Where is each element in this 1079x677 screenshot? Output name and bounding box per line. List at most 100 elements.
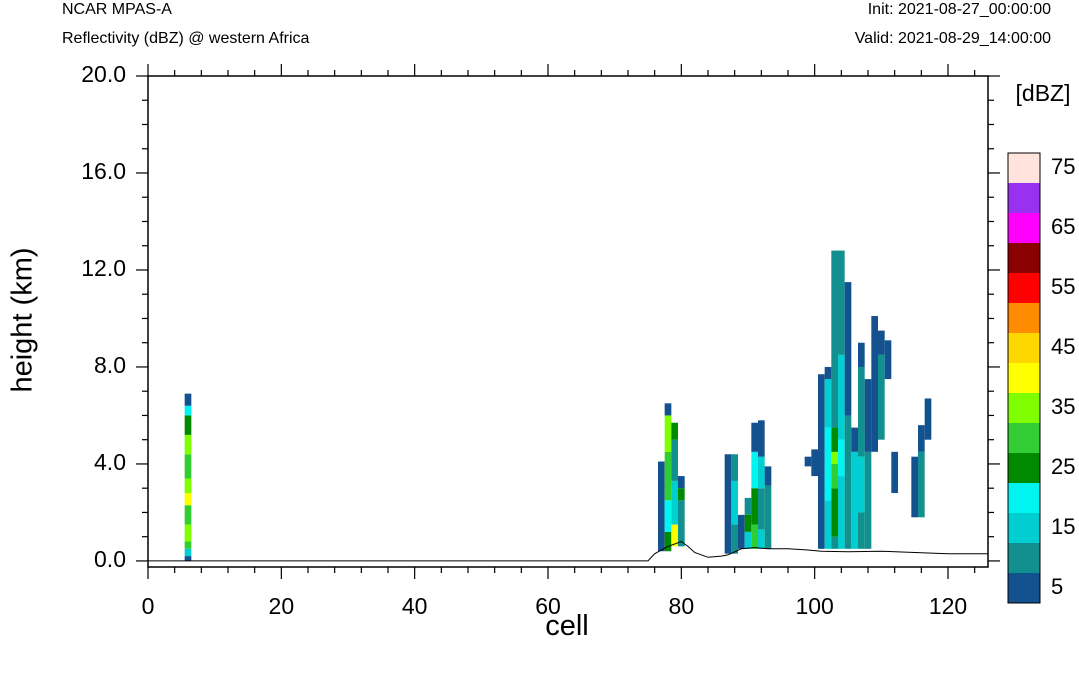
colorbar-swatch — [1008, 273, 1040, 303]
reflectivity-cell — [838, 250, 845, 355]
reflectivity-cell — [751, 488, 758, 525]
reflectivity-cell — [678, 488, 685, 501]
colorbar-swatch — [1008, 153, 1040, 183]
reflectivity-cell — [731, 480, 738, 525]
reflectivity-cell — [184, 541, 192, 549]
y-tick-label: 8.0 — [94, 352, 126, 378]
reflectivity-cell — [824, 500, 832, 549]
reflectivity-cell — [678, 500, 685, 547]
reflectivity-cell — [664, 415, 672, 452]
reflectivity-cell — [891, 451, 898, 494]
colorbar-swatch — [1008, 543, 1040, 573]
reflectivity-cell — [818, 374, 825, 549]
colorbar-swatch — [1008, 573, 1040, 603]
reflectivity-cell — [824, 366, 832, 380]
plot-frame — [147, 75, 989, 568]
reflectivity-cell — [878, 354, 885, 440]
x-tick-label: 20 — [269, 593, 295, 619]
reflectivity-cell — [184, 434, 192, 455]
reflectivity-cell — [724, 454, 732, 554]
y-tick-label: 4.0 — [94, 449, 126, 475]
reflectivity-cell — [758, 456, 765, 489]
reflectivity-cell — [824, 427, 832, 501]
reflectivity-cell — [751, 451, 758, 489]
colorbar-label: 65 — [1051, 214, 1075, 239]
reflectivity-cell — [884, 340, 892, 380]
valid-time: Valid: 2021-08-29_14:00:00 — [854, 30, 1051, 47]
colorbar-swatch — [1008, 333, 1040, 363]
reflectivity-cell — [858, 342, 865, 367]
x-tick-label: 100 — [795, 593, 833, 619]
reflectivity-cell — [738, 514, 745, 549]
reflectivity-cell — [184, 556, 192, 561]
field-description: Reflectivity (dBZ) @ western Africa — [62, 30, 310, 47]
reflectivity-cell — [184, 454, 192, 479]
reflectivity-cell — [838, 439, 845, 477]
colorbar-swatch — [1008, 363, 1040, 393]
reflectivity-cell — [838, 476, 845, 549]
colorbar-frame — [1007, 152, 1041, 604]
reflectivity-cell — [731, 524, 738, 554]
reflectivity-cell — [184, 405, 192, 416]
reflectivity-cell — [811, 449, 818, 477]
plot-marks — [148, 250, 988, 562]
reflectivity-cell — [864, 379, 872, 452]
colorbar-unit: [dBZ] — [1016, 80, 1071, 106]
reflectivity-cell — [844, 282, 852, 416]
y-tick-label: 12.0 — [81, 255, 126, 281]
reflectivity-cell — [731, 454, 738, 481]
colorbar-swatch — [1008, 423, 1040, 453]
reflectivity-cell — [858, 366, 865, 457]
x-axis-label: cell — [545, 610, 589, 642]
colorbar-swatch — [1008, 183, 1040, 213]
reflectivity-cell — [744, 497, 752, 515]
reflectivity-cell — [678, 476, 685, 489]
colorbar-label: 55 — [1051, 274, 1075, 299]
reflectivity-cell — [844, 415, 852, 549]
reflectivity-cell — [751, 524, 758, 549]
reflectivity-cell — [804, 456, 812, 467]
reflectivity-cell — [878, 330, 885, 355]
reflectivity-cell — [864, 451, 872, 549]
reflectivity-cell — [744, 514, 752, 532]
x-tick-label: 120 — [929, 593, 967, 619]
reflectivity-cell — [831, 250, 838, 428]
reflectivity-cell — [911, 456, 918, 518]
model-name: NCAR MPAS-A — [62, 1, 172, 18]
y-axis-label: height (km) — [7, 247, 39, 392]
reflectivity-cell — [184, 524, 192, 542]
reflectivity-cell — [664, 531, 672, 552]
x-tick-label: 60 — [535, 593, 561, 619]
colorbar-swatch — [1008, 303, 1040, 333]
colorbar-swatch — [1008, 213, 1040, 243]
reflectivity-cell — [184, 415, 192, 435]
reflectivity-cell — [831, 536, 838, 549]
reflectivity-cell — [851, 451, 858, 549]
reflectivity-cell — [831, 488, 838, 537]
colorbar-swatch — [1008, 513, 1040, 543]
reflectivity-cell — [184, 493, 192, 506]
colorbar-swatch — [1008, 453, 1040, 483]
reflectivity-cell — [671, 422, 678, 440]
reflectivity-cell — [184, 478, 192, 494]
colorbar-swatch — [1008, 483, 1040, 513]
y-tick-label: 0.0 — [94, 546, 126, 572]
reflectivity-cell — [758, 529, 765, 549]
reflectivity-cell — [664, 403, 672, 416]
reflectivity-cell — [758, 488, 765, 530]
reflectivity-cell — [764, 466, 772, 486]
reflectivity-cell — [764, 485, 772, 549]
reflectivity-cell — [831, 451, 838, 464]
reflectivity-cell — [838, 354, 845, 440]
reflectivity-cell — [751, 422, 758, 452]
reflectivity-cell — [671, 439, 678, 481]
reflectivity-cell — [184, 393, 192, 406]
reflectivity-cell — [664, 500, 672, 532]
reflectivity-cell — [184, 548, 192, 557]
reflectivity-cell — [671, 480, 678, 525]
reflectivity-cell — [664, 451, 672, 501]
reflectivity-cell — [744, 531, 752, 549]
colorbar-label: 25 — [1051, 454, 1075, 479]
reflectivity-cell — [918, 451, 925, 518]
